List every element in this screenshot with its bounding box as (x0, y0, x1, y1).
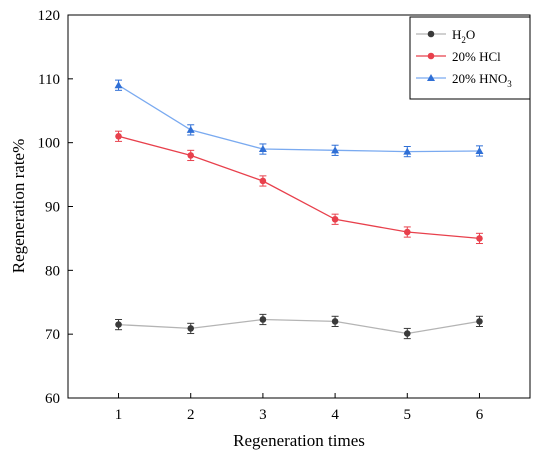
legend-marker (427, 74, 435, 81)
y-tick-label: 120 (38, 8, 61, 24)
x-tick-label: 5 (404, 407, 412, 423)
axis-ticks: 60 70 80 90 100 110 120 1 2 3 4 5 6 (38, 8, 484, 423)
series-1 (115, 130, 483, 245)
series-2 (114, 79, 484, 158)
x-tick-label: 2 (187, 407, 195, 423)
data-point (403, 147, 412, 155)
legend: H2O 20% HCl 20% HNO3 (409, 16, 531, 100)
data-point (186, 125, 195, 133)
x-tick-label: 1 (115, 407, 123, 423)
x-tick-label: 4 (331, 407, 339, 423)
data-point (331, 318, 339, 325)
y-tick-label: 90 (45, 200, 60, 216)
data-point (258, 145, 267, 153)
y-tick-label: 80 (45, 263, 60, 279)
series-line (118, 84, 480, 153)
data-point (403, 330, 411, 337)
data-point (115, 321, 122, 328)
data-point (475, 146, 484, 154)
series-line (118, 318, 480, 335)
legend-label: H2O (452, 27, 475, 45)
y-tick-label: 60 (45, 391, 60, 407)
data-point (331, 215, 339, 223)
y-tick-label: 110 (38, 72, 60, 88)
data-point (114, 81, 123, 89)
y-tick-label: 100 (38, 136, 61, 152)
legend-label: 20% HNO3 (452, 71, 512, 89)
data-point (476, 235, 483, 242)
x-tick-label: 3 (259, 407, 267, 423)
data-point (187, 152, 195, 159)
legend-marker (427, 30, 435, 38)
series-layer (114, 79, 484, 340)
x-axis-title: Regeneration times (233, 431, 365, 450)
legend-marker (427, 52, 435, 60)
data-point (259, 177, 267, 185)
data-point (187, 325, 195, 332)
data-point (115, 132, 122, 140)
legend-label: 20% HCl (452, 49, 501, 64)
data-point (403, 228, 411, 236)
y-axis-title: Regeneration rate% (9, 139, 28, 274)
data-point (259, 316, 267, 323)
series-0 (115, 313, 483, 340)
data-point (331, 146, 340, 154)
data-point (476, 318, 483, 325)
y-tick-label: 70 (45, 327, 60, 343)
x-tick-label: 6 (476, 407, 484, 423)
series-line (118, 135, 480, 240)
